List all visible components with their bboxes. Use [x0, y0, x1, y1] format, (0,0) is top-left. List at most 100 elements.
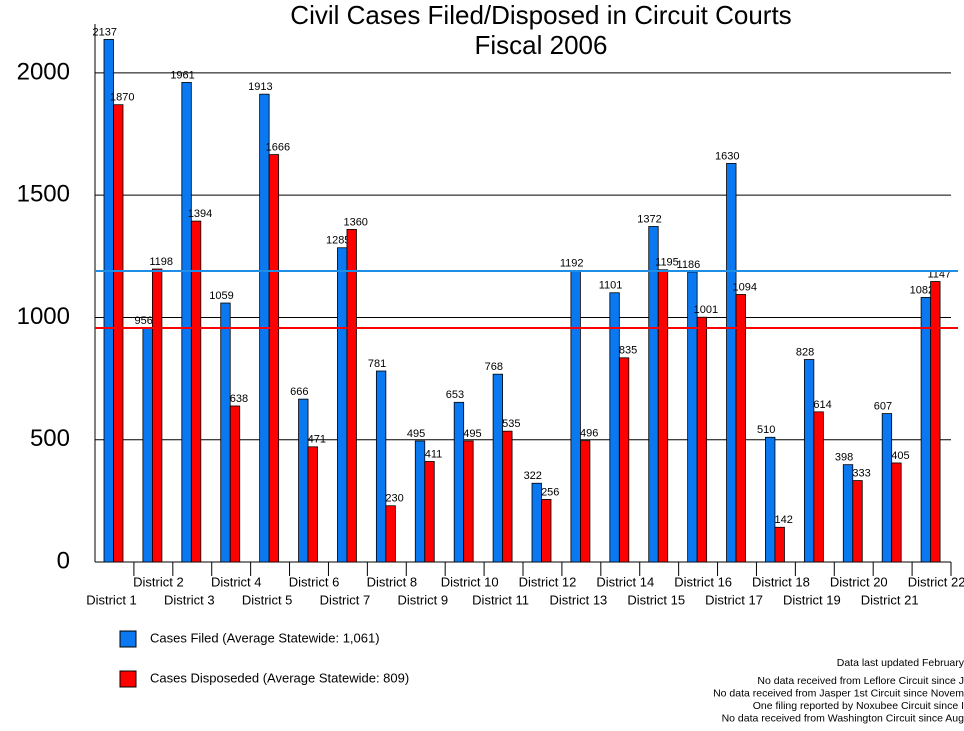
x-tick-label: District 18: [752, 574, 810, 589]
data-label: 471: [308, 434, 326, 446]
bar: [375, 370, 387, 563]
bar: [580, 440, 591, 563]
y-tick-label: 0: [57, 547, 70, 574]
data-label: 535: [502, 418, 520, 430]
data-label: 256: [541, 486, 559, 498]
x-tick-label: District 6: [289, 574, 340, 589]
data-label: 1059: [209, 290, 233, 302]
x-tick-label: District 16: [674, 574, 732, 589]
footnote: No data received from Leflore Circuit si…: [757, 675, 964, 687]
bar: [891, 462, 902, 563]
bar: [181, 82, 192, 563]
x-tick-label: District 21: [861, 592, 919, 607]
bar: [385, 505, 396, 563]
bar: [852, 480, 863, 563]
bar: [463, 440, 474, 563]
bar: [229, 405, 241, 563]
data-label: 781: [368, 358, 386, 370]
bar: [618, 357, 630, 563]
bar: [152, 268, 163, 563]
bar: [346, 229, 357, 563]
bar: [453, 401, 465, 563]
bar: [570, 270, 581, 563]
bar: [696, 316, 708, 563]
y-tick-label: 1500: [17, 181, 70, 208]
data-label: 405: [891, 450, 909, 462]
bar: [298, 398, 309, 563]
x-tick-label: District 12: [519, 574, 577, 589]
bar: [774, 526, 785, 563]
bar: [803, 359, 815, 563]
data-label: 614: [813, 399, 831, 411]
data-label: 1394: [188, 208, 212, 220]
bar: [424, 461, 435, 563]
x-tick-label: District 8: [367, 574, 418, 589]
data-label: 496: [580, 428, 598, 440]
footnote: One filing reported by Noxubee Circuit s…: [753, 700, 964, 712]
data-label: 1870: [110, 92, 134, 104]
bar: [609, 292, 620, 563]
bar: [765, 436, 776, 563]
bar: [930, 281, 941, 563]
x-tick-label: District 14: [596, 574, 654, 589]
data-label: 398: [835, 452, 853, 464]
legend-swatch: [119, 670, 137, 688]
data-label: 1094: [733, 281, 757, 293]
legend-label: Cases Disposeded (Average Statewide: 809…: [150, 670, 409, 685]
bar: [726, 162, 737, 563]
data-label: 510: [757, 424, 775, 436]
data-label: 1630: [715, 150, 739, 162]
bar: [307, 446, 318, 563]
data-label: 2137: [93, 26, 117, 38]
data-label: 1198: [149, 256, 173, 268]
x-tick-label: District 22: [908, 574, 964, 589]
data-label: 1186: [677, 259, 701, 271]
bar: [268, 154, 280, 563]
bar: [103, 39, 114, 563]
legend-label: Cases Filed (Average Statewide: 1,061): [150, 630, 380, 645]
data-label: 230: [385, 493, 403, 505]
data-label: 1666: [266, 141, 290, 153]
x-tick-label: District 1: [86, 592, 137, 607]
x-tick-label: District 20: [830, 574, 888, 589]
data-label: 1101: [599, 280, 623, 292]
data-label: 1285: [326, 235, 350, 247]
bar: [113, 104, 124, 563]
x-tick-label: District 3: [164, 592, 215, 607]
data-label: 1082: [910, 284, 934, 296]
data-label: 322: [524, 470, 542, 482]
data-label: 653: [446, 389, 464, 401]
x-tick-label: District 15: [627, 592, 685, 607]
y-tick-label: 500: [30, 425, 70, 452]
data-label: 768: [485, 361, 503, 373]
bar: [414, 440, 426, 563]
bar: [920, 297, 931, 563]
bar: [735, 294, 746, 563]
bar: [541, 498, 552, 563]
bar: [492, 373, 503, 563]
bar: [190, 220, 202, 563]
data-label: 1913: [248, 81, 272, 93]
data-label: 1360: [343, 216, 367, 228]
footnote: No data received from Jasper 1st Circuit…: [713, 687, 964, 699]
footnote: Data last updated February: [837, 657, 964, 669]
legend-swatch: [119, 630, 137, 648]
data-label: 411: [425, 448, 443, 460]
data-label: 1372: [637, 213, 661, 225]
data-label: 835: [619, 345, 637, 357]
y-tick-label: 2000: [17, 58, 70, 85]
chart-title: Civil Cases Filed/Disposed in Circuit Co…: [290, 0, 791, 30]
bar: [813, 411, 824, 563]
bar: [648, 226, 659, 563]
x-tick-label: District 17: [705, 592, 763, 607]
data-label: 1195: [655, 257, 679, 269]
x-tick-label: District 9: [397, 592, 448, 607]
chart-title: Fiscal 2006: [475, 30, 608, 60]
bar: [220, 302, 231, 563]
data-label: 638: [230, 393, 248, 405]
data-label: 607: [874, 400, 892, 412]
data-label: 956: [134, 315, 152, 327]
y-tick-label: 1000: [17, 303, 70, 330]
footnote: No data received from Washington Circuit…: [722, 712, 964, 724]
